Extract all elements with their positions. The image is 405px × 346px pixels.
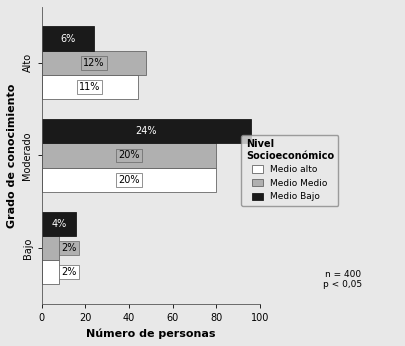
Y-axis label: Grado de conocimiento: Grado de conocimiento bbox=[7, 83, 17, 228]
Text: 24%: 24% bbox=[135, 126, 157, 136]
Text: 20%: 20% bbox=[118, 175, 139, 185]
Text: 2%: 2% bbox=[61, 243, 77, 253]
Bar bbox=[41, 119, 251, 143]
Text: 6%: 6% bbox=[60, 34, 75, 44]
Bar bbox=[41, 143, 216, 167]
Legend: Medio alto, Medio Medio, Medio Bajo: Medio alto, Medio Medio, Medio Bajo bbox=[241, 135, 338, 206]
Bar bbox=[41, 212, 76, 236]
Text: 11%: 11% bbox=[79, 82, 100, 92]
Text: n = 400
p < 0,05: n = 400 p < 0,05 bbox=[322, 270, 362, 289]
X-axis label: Número de personas: Número de personas bbox=[86, 329, 215, 339]
Text: 12%: 12% bbox=[83, 58, 104, 67]
Text: 2%: 2% bbox=[61, 267, 77, 277]
Bar bbox=[41, 236, 59, 260]
Bar bbox=[41, 260, 59, 284]
Bar bbox=[41, 167, 216, 192]
Bar bbox=[41, 75, 137, 99]
Bar bbox=[41, 51, 146, 75]
Text: 4%: 4% bbox=[51, 219, 66, 229]
Bar bbox=[41, 26, 94, 51]
Text: 20%: 20% bbox=[118, 151, 139, 161]
